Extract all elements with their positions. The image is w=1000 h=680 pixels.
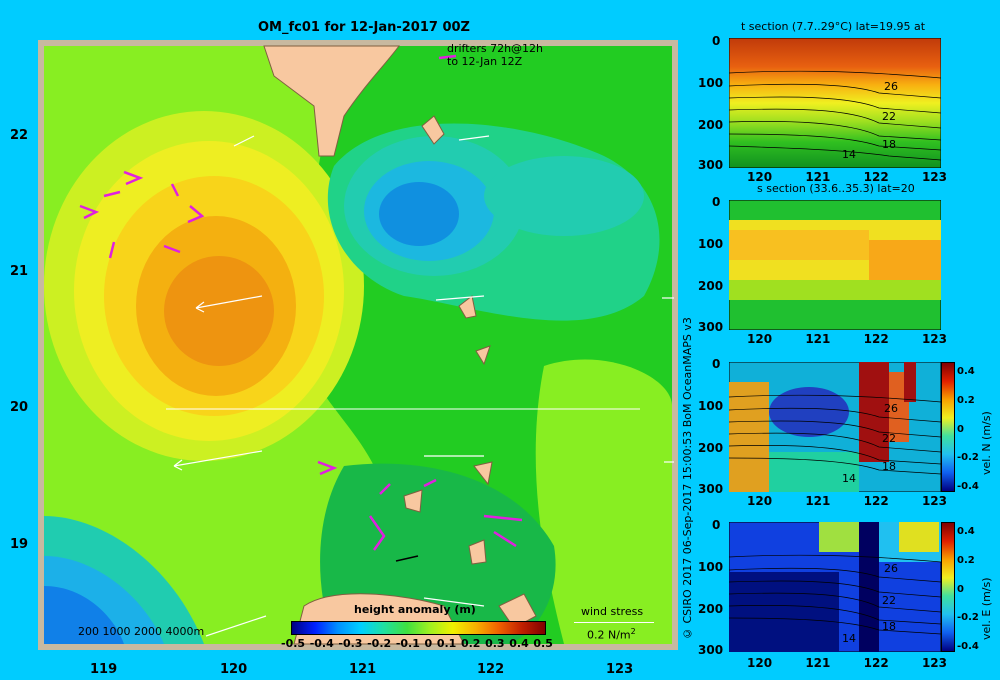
wind-stress-label: wind stress — [581, 605, 644, 618]
contour-label: 26 — [884, 402, 898, 415]
panel-depth-tick: 0 — [712, 195, 721, 209]
vel-e-panel — [729, 522, 941, 652]
map-lon-tick: 122 — [477, 662, 505, 677]
map-lon-tick: 119 — [90, 662, 118, 677]
depth-legend: 200 1000 2000 4000m — [78, 625, 205, 638]
panel-depth-tick: 0 — [712, 357, 721, 371]
contour-label: 26 — [884, 562, 898, 575]
contour-label: 18 — [882, 460, 896, 473]
map-lat-tick: 19 — [10, 537, 29, 552]
sea-level-map — [38, 40, 678, 650]
map-lon-tick: 123 — [606, 662, 634, 677]
map-lat-tick: 21 — [10, 264, 29, 279]
contour-label: 26 — [884, 80, 898, 93]
map-lat-tick: 22 — [10, 128, 29, 143]
t-section-panel — [729, 38, 941, 168]
colorbar-ticks: -0.5 -0.4 -0.3 -0.2 -0.1 0 0.1 0.2 0.3 0.4 0.5 — [281, 637, 553, 650]
s-section-title: s section (33.6..35.3) lat=20 — [757, 182, 915, 195]
panel-depth-tick: 100 — [698, 560, 724, 574]
contour-label: 14 — [842, 148, 856, 161]
vel-n-label: vel. N (m/s) — [980, 411, 993, 475]
panel-depth-tick: 200 — [698, 602, 724, 616]
vel-n-panel — [729, 362, 941, 492]
panel-depth-tick: 200 — [698, 279, 724, 293]
panel-depth-tick: 100 — [698, 237, 724, 251]
panel-lon-ticks: 120 121 122 123 — [747, 332, 947, 346]
credit-text: © CSIRO 2017 06-Sep-2017 15:00:53 BoM Oc… — [681, 317, 694, 640]
contour-label: 14 — [842, 472, 856, 485]
map-lat-tick: 20 — [10, 400, 29, 415]
contour-label: 18 — [882, 620, 896, 633]
panel-depth-tick: 0 — [712, 518, 721, 532]
map-title: OM_fc01 for 12-Jan-2017 00Z — [258, 20, 470, 35]
contour-label: 14 — [842, 632, 856, 645]
t-section-title: t section (7.7..29°C) lat=19.95 at — [741, 20, 926, 33]
drifters-legend-line2: to 12-Jan 12Z — [447, 55, 523, 68]
contour-label: 18 — [882, 138, 896, 151]
vel-e-label: vel. E (m/s) — [980, 577, 993, 640]
panel-depth-tick: 300 — [698, 158, 724, 172]
panel-lon-ticks: 120 121 122 123 — [747, 494, 947, 508]
panel-depth-tick: 300 — [698, 320, 724, 334]
drifters-legend-line1: drifters 72h@12h — [447, 42, 544, 55]
contour-label: 22 — [882, 432, 896, 445]
panel-depth-tick: 200 — [698, 118, 724, 132]
panel-depth-tick: 300 — [698, 482, 724, 496]
map-lon-tick: 121 — [349, 662, 377, 677]
contour-label: 22 — [882, 110, 896, 123]
panel-lon-ticks: 120 121 122 123 — [747, 656, 947, 670]
vel-e-ticks: 0.4 0.2 0 -0.2 -0.4 — [957, 526, 979, 652]
wind-scale-arrow — [574, 622, 654, 623]
colorbar-title: height anomaly (m) — [354, 603, 476, 616]
wind-scale-value: 0.2 N/m2 — [587, 627, 636, 642]
panel-lon-ticks: 120 121 122 123 — [747, 170, 947, 184]
map-lon-tick: 120 — [220, 662, 248, 677]
panel-depth-tick: 300 — [698, 643, 724, 657]
panel-depth-tick: 200 — [698, 441, 724, 455]
vel-n-colorbar — [941, 362, 955, 492]
panel-depth-tick: 100 — [698, 76, 724, 90]
height-colorbar — [291, 621, 546, 635]
panel-depth-tick: 0 — [712, 34, 721, 48]
panel-depth-tick: 100 — [698, 399, 724, 413]
contour-label: 22 — [882, 594, 896, 607]
vel-e-colorbar — [941, 522, 955, 652]
s-section-panel — [729, 200, 941, 330]
vel-n-ticks: 0.4 0.2 0 -0.2 -0.4 — [957, 366, 979, 492]
